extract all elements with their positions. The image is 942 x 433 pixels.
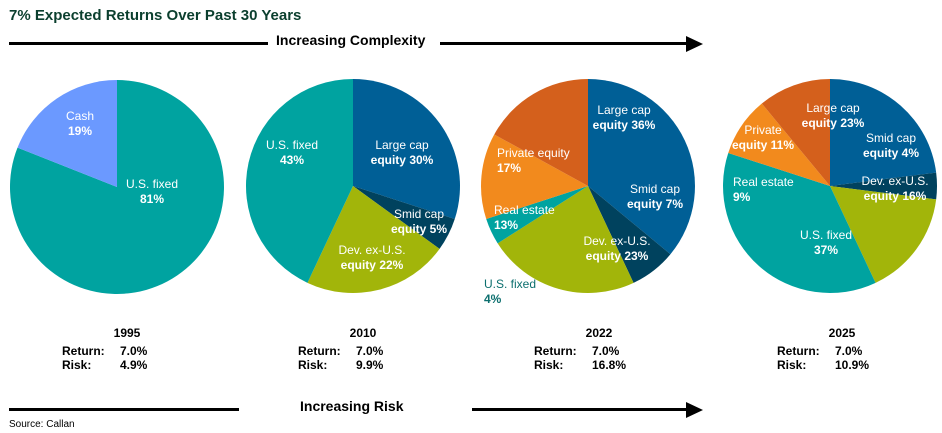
slice-label: Dev. ex-U.S. equity 23% [583, 234, 650, 263]
slice-label: Large cap equity 23% [802, 101, 865, 130]
risk-label-band: Increasing Risk [300, 398, 404, 414]
year-label: 2022 [585, 326, 613, 340]
pie-1995 [9, 79, 224, 294]
slice-label: Private equity 11% [732, 123, 794, 152]
slice-dev-ex-u-s-equity [307, 186, 440, 294]
pie-2010 [245, 79, 460, 294]
risk-value: 4.9% [120, 358, 148, 372]
complexity-line-right [440, 42, 688, 45]
slice-u-s-fixed [723, 152, 876, 294]
slice-smid-cap-equity [588, 186, 671, 283]
year-label: 2010 [349, 326, 377, 340]
return-label: Return: [298, 344, 341, 358]
slice-u-s-fixed [486, 186, 588, 244]
complexity-label: Increasing Complexity [276, 32, 426, 48]
slice-cash [17, 79, 117, 187]
slice-label: Dev. ex-U.S. equity 16% [861, 174, 928, 203]
slice-label: Cash 19% [66, 109, 94, 138]
slice-label: Smid cap equity 4% [863, 131, 919, 160]
slice-real-estate [481, 134, 588, 220]
return-label: Return: [777, 344, 820, 358]
risk-arrow-icon [686, 402, 703, 418]
slice-label: Real estate 13% [494, 203, 555, 232]
risk-value: 10.9% [835, 358, 870, 372]
risk-line-right [472, 408, 688, 411]
risk-label: Risk: [777, 358, 807, 372]
slice-dev-ex-u-s-equity [497, 186, 634, 294]
return-value: 7.0% [835, 344, 863, 358]
slice-label: Large cap equity 30% [371, 138, 434, 167]
slice-large-cap-equity [588, 79, 695, 255]
return-value: 7.0% [356, 344, 384, 358]
pie-2022 [481, 79, 695, 294]
slice-large-cap-equity [830, 79, 937, 186]
source-note: Source: Callan [9, 419, 75, 430]
slice-label: Large cap equity 36% [593, 103, 656, 132]
risk-label: Risk: [298, 358, 328, 372]
slice-label: Real estate 9% [733, 175, 794, 204]
slice-label: Dev. ex-U.S. equity 22% [338, 243, 405, 272]
return-value: 7.0% [592, 344, 620, 358]
return-value: 7.0% [120, 344, 148, 358]
risk-value: 16.8% [592, 358, 627, 372]
pie-2025 [723, 79, 938, 294]
slice-label: U.S. fixed 37% [800, 228, 852, 257]
risk-line-left [9, 408, 239, 411]
slice-label: Smid cap equity 5% [391, 207, 447, 236]
stats-2025: 2025 Return: 7.0% Risk: 10.9% [777, 326, 907, 372]
risk-label: Risk: [534, 358, 564, 372]
year-label: 2025 [828, 326, 856, 340]
risk-label: Risk: [62, 358, 92, 372]
slice-label: U.S. fixed 43% [266, 138, 318, 167]
return-label: Return: [534, 344, 577, 358]
slice-label: U.S. fixed 4% [484, 277, 536, 306]
slice-label: U.S. fixed 81% [126, 177, 178, 206]
return-label: Return: [62, 344, 105, 358]
slice-label: Private equity 17% [497, 146, 570, 175]
year-label: 1995 [113, 326, 141, 340]
slice-smid-cap-equity [830, 172, 938, 200]
slice-u-s-fixed [9, 80, 224, 294]
slice-private-equity [494, 79, 588, 186]
complexity-line-left [9, 42, 268, 45]
slice-label: Smid cap equity 7% [627, 182, 683, 211]
chart-title: 7% Expected Returns Over Past 30 Years [9, 7, 302, 24]
risk-value: 9.9% [356, 358, 384, 372]
slice-smid-cap-equity [353, 186, 455, 249]
slice-real-estate [728, 103, 830, 186]
stats-1995: 1995 Return: 7.0% Risk: 4.9% [62, 326, 192, 372]
slice-private-equity [761, 79, 830, 186]
slice-dev-ex-u-s-equity [830, 186, 937, 283]
stats-2022: 2022 Return: 7.0% Risk: 16.8% [534, 326, 664, 372]
slice-u-s-fixed [245, 79, 353, 283]
slice-large-cap-equity [353, 79, 460, 220]
complexity-arrow-icon [686, 36, 703, 52]
stats-2010: 2010 Return: 7.0% Risk: 9.9% [298, 326, 428, 372]
